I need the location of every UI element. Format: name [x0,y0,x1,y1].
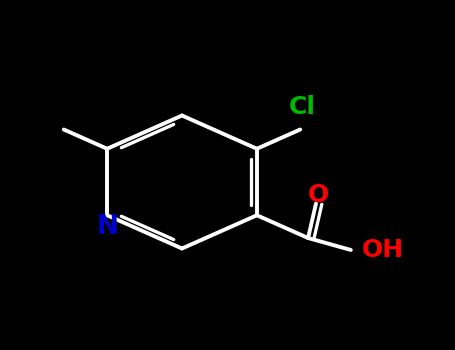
Text: N: N [96,215,118,240]
Text: O: O [308,183,329,207]
Text: Cl: Cl [289,95,316,119]
Text: OH: OH [362,238,404,262]
